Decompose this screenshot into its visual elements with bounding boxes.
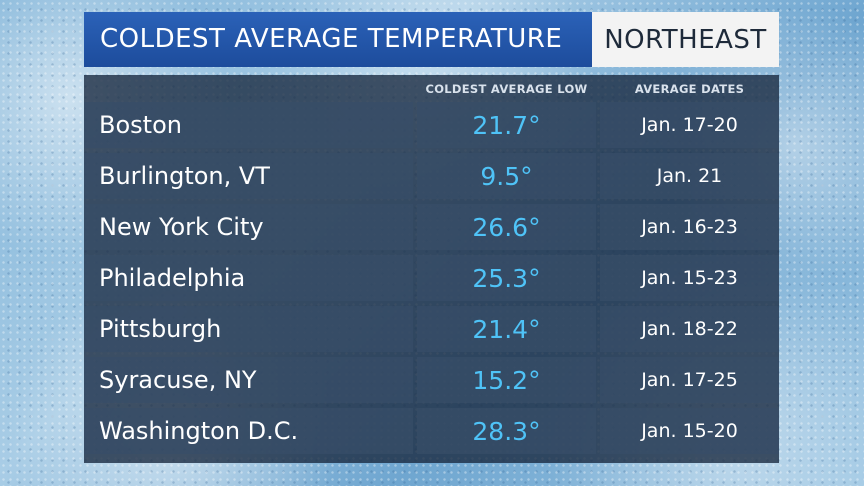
table-row: Burlington, VT 9.5° Jan. 21 (84, 153, 779, 199)
table-row: Washington D.C. 28.3° Jan. 15-20 (84, 408, 779, 454)
dates-cell: Jan. 21 (600, 153, 779, 199)
dates-cell: Jan. 16-23 (600, 204, 779, 250)
low-temp-cell: 28.3° (417, 408, 596, 454)
city-cell: Philadelphia (84, 255, 413, 301)
title-bar: COLDEST AVERAGE TEMPERATURE NORTHEAST (84, 12, 779, 67)
table-row: Pittsburgh 21.4° Jan. 18-22 (84, 306, 779, 352)
city-cell: Washington D.C. (84, 408, 413, 454)
column-header-dates: AVERAGE DATES (634, 82, 745, 96)
page-title: COLDEST AVERAGE TEMPERATURE (100, 24, 563, 54)
low-temp-cell: 26.6° (417, 204, 596, 250)
table-row: Syracuse, NY 15.2° Jan. 17-25 (84, 357, 779, 403)
dates-cell: Jan. 15-23 (600, 255, 779, 301)
city-cell: Pittsburgh (84, 306, 413, 352)
dates-cell: Jan. 18-22 (600, 306, 779, 352)
city-cell: New York City (84, 204, 413, 250)
table-row: Boston 21.7° Jan. 17-20 (84, 102, 779, 148)
dates-cell: Jan. 17-20 (600, 102, 779, 148)
dates-cell: Jan. 17-25 (600, 357, 779, 403)
city-cell: Syracuse, NY (84, 357, 413, 403)
table-row: Philadelphia 25.3° Jan. 15-23 (84, 255, 779, 301)
table-row: New York City 26.6° Jan. 16-23 (84, 204, 779, 250)
column-header-low: COLDEST AVERAGE LOW (425, 82, 588, 96)
low-temp-cell: 9.5° (417, 153, 596, 199)
low-temp-cell: 15.2° (417, 357, 596, 403)
city-cell: Burlington, VT (84, 153, 413, 199)
city-cell: Boston (84, 102, 413, 148)
low-temp-cell: 21.7° (417, 102, 596, 148)
low-temp-cell: 21.4° (417, 306, 596, 352)
dates-cell: Jan. 15-20 (600, 408, 779, 454)
low-temp-cell: 25.3° (417, 255, 596, 301)
region-label: NORTHEAST (592, 12, 779, 67)
